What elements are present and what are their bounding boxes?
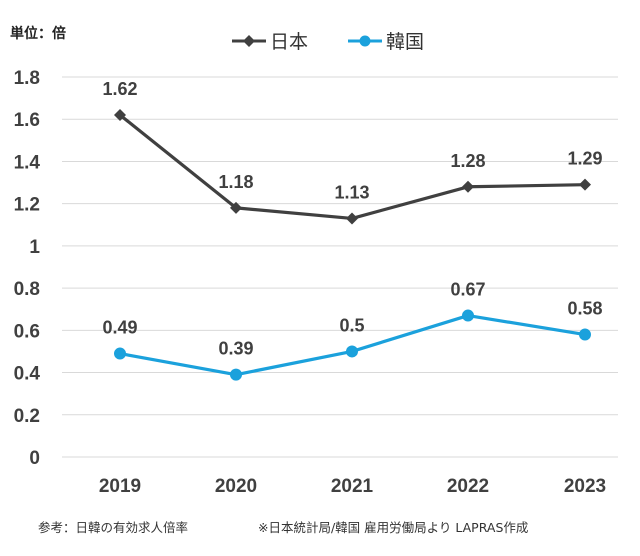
data-point-circle	[579, 328, 591, 341]
series-korea	[114, 309, 591, 381]
legend-item-japan: 日本	[232, 31, 308, 53]
y-tick-label: 1.8	[14, 68, 40, 89]
x-axis-ticks: 2019 2020 2021 2022 2023	[99, 476, 606, 497]
data-label: 1.13	[334, 182, 369, 202]
data-label: 0.67	[450, 280, 485, 300]
y-tick-label: 1.2	[14, 195, 40, 216]
unit-label: 単位：倍	[10, 25, 66, 42]
data-labels: 1.62 1.18 1.13 1.28 1.29 0.49 0.39 0.5 0.67 0.58	[102, 79, 602, 359]
x-tick-label: 2019	[99, 476, 141, 497]
y-tick-label: 0.2	[14, 406, 40, 427]
y-tick-label: 0.6	[14, 321, 40, 342]
data-point-diamond	[579, 178, 591, 191]
data-label: 1.18	[218, 172, 253, 192]
legend-item-korea: 韓国	[348, 31, 424, 53]
data-label: 1.62	[102, 79, 137, 99]
legend: 日本 韓国	[232, 31, 424, 53]
data-point-diamond	[230, 201, 242, 214]
y-tick-label: 0	[29, 448, 40, 469]
data-point-circle	[230, 368, 242, 381]
data-point-circle	[114, 347, 126, 360]
series	[114, 109, 591, 381]
series-line	[118, 113, 586, 221]
legend-japan-diamond-icon	[243, 35, 255, 47]
footer-source-left: 参考：日韓の有効求人倍率	[38, 520, 188, 535]
legend-korea-label: 韓国	[386, 31, 424, 53]
y-tick-label: 0.4	[14, 364, 41, 385]
data-label: 1.28	[450, 151, 485, 171]
data-label: 1.29	[567, 149, 602, 169]
data-point-diamond	[346, 212, 358, 225]
data-label: 0.5	[339, 315, 364, 335]
y-tick-label: 1.4	[14, 152, 41, 173]
data-label: 0.49	[102, 318, 137, 338]
data-label: 0.39	[218, 339, 253, 359]
x-tick-label: 2020	[215, 476, 257, 497]
x-tick-label: 2021	[331, 476, 374, 497]
data-point-diamond	[462, 180, 474, 193]
y-axis-ticks: 0 0.2 0.4 0.6 0.8 1 1.2 1.4 1.6 1.8	[14, 68, 41, 469]
data-point-circle	[462, 309, 474, 322]
series-japan	[114, 109, 591, 225]
data-point-circle	[346, 345, 358, 358]
footer-source-right: ※日本統計局/韓国 雇用労働局より LAPRAS作成	[258, 520, 528, 535]
gridlines	[62, 76, 618, 458]
x-tick-label: 2023	[564, 476, 606, 497]
data-point-diamond	[114, 109, 126, 121]
legend-korea-circle-icon	[359, 35, 371, 47]
legend-japan-label: 日本	[270, 31, 308, 53]
y-tick-label: 0.8	[14, 279, 40, 300]
data-label: 0.58	[567, 299, 602, 319]
y-tick-label: 1	[29, 237, 40, 258]
x-tick-label: 2022	[447, 476, 489, 497]
y-tick-label: 1.6	[14, 110, 40, 131]
